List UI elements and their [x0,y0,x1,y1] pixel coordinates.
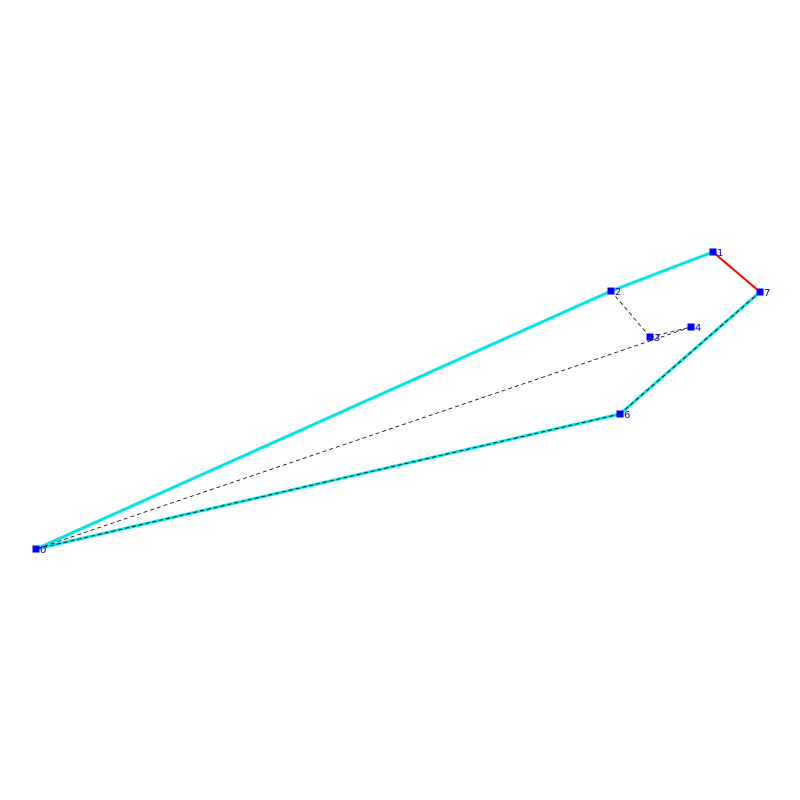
vertex-4: 4 [687,323,701,334]
vertex-label: 7 [764,288,770,299]
vertices-layer: 0 1 2 3 4 6 7 [32,248,770,556]
edge-v4-v0 [35,326,692,550]
vertex-marker [616,410,624,418]
vertex-marker [607,287,615,295]
vertex-label: 4 [695,323,701,334]
edges-layer [35,250,761,551]
vertex-3: 3 [646,333,660,344]
vertex-label: 2 [615,287,621,298]
edge-v2-v1 [610,250,714,293]
edge-v3-v4 [649,326,692,338]
edge-v0-v2 [35,289,612,551]
vertex-marker [687,323,695,331]
vertex-marker [709,248,717,256]
vertex-label: 1 [717,248,723,259]
vertex-label: 6 [624,410,630,421]
vertex-0: 0 [32,545,46,556]
vertex-label: 3 [654,333,660,344]
vertex-marker [646,333,654,341]
vertex-6: 6 [616,410,630,421]
vertex-7: 7 [756,288,770,299]
vertex-label: 0 [40,545,46,556]
vertex-1: 1 [709,248,723,259]
vertex-marker [32,545,40,553]
vertex-marker [756,288,764,296]
vertex-2: 2 [607,287,621,298]
edge-v7-v6 [619,290,761,416]
edge-v6-v0 [35,412,621,551]
edge-v2-v3 [610,290,651,338]
edge-v1-v7 [712,251,761,293]
